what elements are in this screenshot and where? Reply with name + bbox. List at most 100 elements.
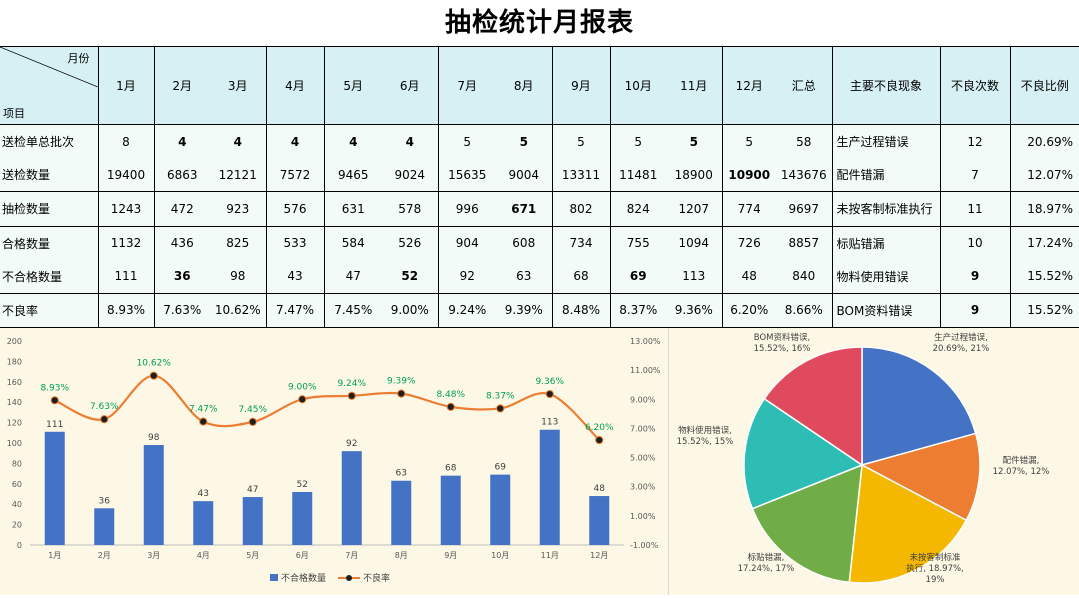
pie-data-label: 17.24%, 17% <box>738 564 795 574</box>
combo-chart-panel: 0 20 40 60 80 100 120 140 160 180 200 -1.00% 1.00% 3.… <box>0 328 668 595</box>
table-cell: 726 <box>721 226 776 260</box>
pie-data-label: 15.52%, 16% <box>754 344 811 354</box>
x-tick-label: 2月 <box>98 551 111 560</box>
table-cell: 1243 <box>97 191 154 227</box>
pie-data-label: 15.52%, 15% <box>677 437 734 447</box>
table-cell: 9465 <box>323 158 382 193</box>
table-cell: 19400 <box>97 158 154 193</box>
month-header: 4月 <box>265 45 324 126</box>
x-tick-label: 11月 <box>541 551 559 560</box>
table-cell: 5 <box>496 124 552 159</box>
defect-name: 物料使用错误 <box>831 259 940 294</box>
defect-name: 标贴错漏 <box>831 226 940 260</box>
table-cell: 98 <box>210 259 266 294</box>
row-total: 8857 <box>776 226 832 260</box>
table-cell: 9.39% <box>496 293 552 329</box>
row-total: 8.66% <box>776 293 832 329</box>
y-right-tick-label: 7.00% <box>630 424 656 433</box>
table-cell: 18900 <box>666 158 722 193</box>
table-cell: 13311 <box>551 158 610 193</box>
pie-slice <box>848 463 968 584</box>
bar-data-label: 111 <box>46 420 63 430</box>
pie-slice <box>861 346 977 466</box>
y-right-tick-label: 3.00% <box>630 483 656 492</box>
legend-bar-label: 不合格数量 <box>281 572 326 584</box>
x-tick-label: 8月 <box>395 551 408 560</box>
table-cell: 802 <box>551 191 610 227</box>
line-point <box>50 396 59 405</box>
table-cell: 4 <box>153 124 210 159</box>
defect-name: 配件错漏 <box>831 158 940 193</box>
rate-line <box>54 374 601 441</box>
table-header-row: 月份 项目 1月 2月 3月 4月 5月 6月 7月 8月 9月 10月 11月… <box>0 45 1079 126</box>
bar <box>143 445 164 545</box>
table-cell: 6863 <box>153 158 210 193</box>
bar-data-label: 69 <box>495 463 507 473</box>
table-cell: 824 <box>609 191 666 227</box>
table-cell: 5 <box>551 124 610 159</box>
table-cell: 10900 <box>721 158 776 193</box>
table-cell: 9024 <box>382 158 438 193</box>
row-total: 840 <box>776 259 832 294</box>
x-tick-label: 1月 <box>48 551 61 560</box>
pie-data-label: 生产过程错误, <box>934 332 988 343</box>
bar <box>44 431 65 545</box>
row-total: 9697 <box>776 191 832 227</box>
line-point <box>545 389 554 399</box>
y-left-tick-label: 20 <box>12 521 22 530</box>
line-point <box>298 395 307 404</box>
bar <box>490 474 511 545</box>
y-left-tick-label: 140 <box>7 398 22 407</box>
line-data-label: 7.47% <box>189 405 218 415</box>
table-cell: 472 <box>153 191 210 227</box>
bar <box>193 501 214 545</box>
table-cell: 69 <box>609 259 666 294</box>
line-point <box>446 402 455 411</box>
bar <box>292 491 313 545</box>
defect-ratio: 18.97% <box>1009 191 1079 227</box>
line-data-label: 9.36% <box>535 377 564 387</box>
table-cell: 4 <box>323 124 382 159</box>
corner-cell: 月份 项目 <box>0 45 98 126</box>
y-right-tick-label: -1.00% <box>630 541 659 550</box>
month-header: 7月 <box>437 45 496 126</box>
line-point <box>347 391 356 400</box>
table-cell: 9.24% <box>437 293 496 329</box>
defect-ratio: 20.69% <box>1009 124 1079 159</box>
pie-chart-panel: 生产过程错误, 20.69%, 21% 配件错漏, 12.07%, 12% 未按客制标准… <box>668 328 1079 595</box>
table-cell: 7.63% <box>153 293 210 329</box>
ratio-header: 不良比例 <box>1009 45 1079 126</box>
legend-line-marker <box>346 575 352 581</box>
table-cell: 4 <box>265 124 324 159</box>
row-label: 送检单总批次 <box>0 124 98 159</box>
table-cell: 996 <box>437 191 496 227</box>
line-point <box>100 415 109 424</box>
line-point <box>595 435 604 445</box>
defect-ratio: 15.52% <box>1009 293 1079 329</box>
table-cell: 825 <box>210 226 266 260</box>
table-cell: 92 <box>437 259 496 294</box>
month-header: 10月 <box>609 45 666 126</box>
pie-slice <box>859 432 981 522</box>
y-right-tick-label: 9.00% <box>630 395 656 404</box>
x-tick-label: 10月 <box>491 551 509 560</box>
bar-data-label: 52 <box>297 480 308 490</box>
month-header: 11月 <box>666 45 722 126</box>
combo-chart: 0 20 40 60 80 100 120 140 160 180 200 -1.00% 1.00% 3.… <box>7 337 661 584</box>
page-title: 抽检统计月报表 <box>444 8 634 38</box>
defect-header: 主要不良现象 <box>831 45 940 126</box>
table-row: 送检单总批次 8 4 4 4 4 4 5 5 5 5 5 5 58 生产过程错误 12 20.69% <box>0 124 1079 159</box>
table-cell: 671 <box>496 191 552 227</box>
line-data-label: 7.45% <box>238 405 267 415</box>
table-cell: 113 <box>666 259 722 294</box>
table-cell: 631 <box>323 191 382 227</box>
defect-name: BOM资料错误 <box>831 293 940 329</box>
row-total: 143676 <box>776 158 832 193</box>
table-cell: 576 <box>265 191 324 227</box>
pie-data-label: 物料使用错误, <box>678 425 732 436</box>
bar-data-label: 98 <box>148 433 160 443</box>
defect-name: 生产过程错误 <box>831 124 940 159</box>
table-cell: 774 <box>721 191 776 227</box>
pie-data-label: 20.69%, 21% <box>933 344 990 354</box>
bar-data-label: 63 <box>396 469 407 479</box>
